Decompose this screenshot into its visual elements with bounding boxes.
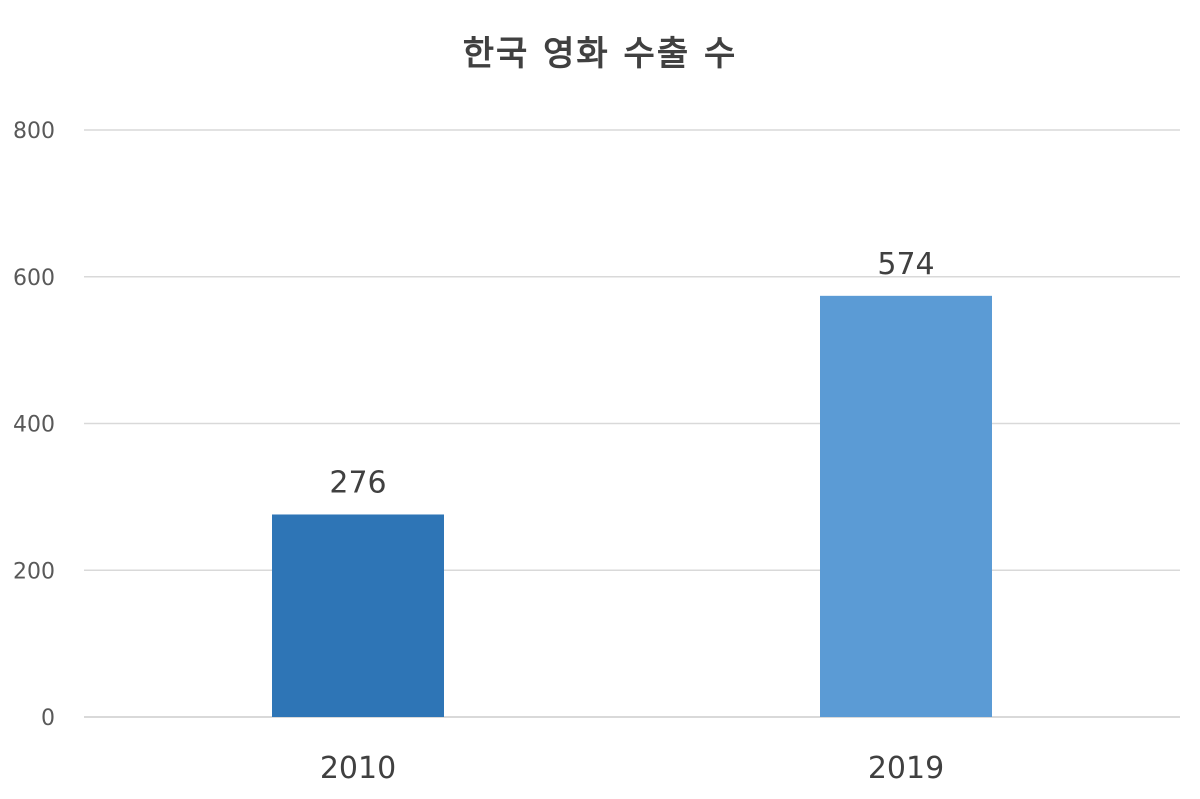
y-tick-label: 0	[41, 706, 55, 731]
y-tick-label: 800	[13, 119, 55, 144]
bar-2010	[272, 514, 444, 717]
x-category-label: 2019	[868, 751, 944, 786]
bars	[272, 295, 992, 717]
bar-2019	[820, 295, 992, 717]
chart-title: 한국 영화 수출 수	[462, 34, 738, 74]
data-labels: 276 574	[329, 247, 934, 501]
y-tick-label: 200	[13, 559, 55, 584]
y-axis-ticks: 0 200 400 600 800	[13, 119, 55, 731]
data-label-2010: 276	[329, 465, 386, 500]
gridlines	[84, 129, 1180, 718]
data-label-2019: 574	[877, 247, 934, 282]
x-axis-categories: 2010 2019	[320, 751, 944, 786]
x-category-label: 2010	[320, 751, 396, 786]
y-tick-label: 400	[13, 413, 55, 438]
y-tick-label: 600	[13, 266, 55, 291]
